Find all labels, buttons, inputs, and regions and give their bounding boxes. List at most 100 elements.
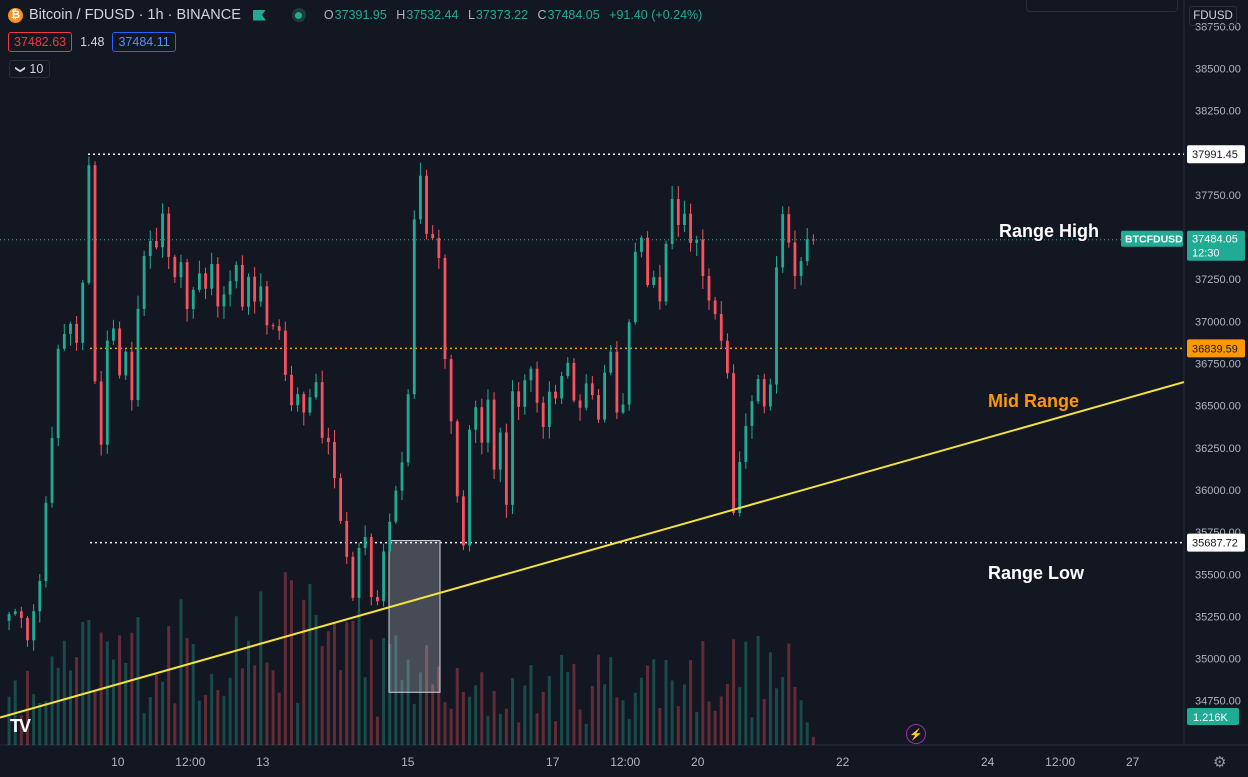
candle-body xyxy=(627,322,631,405)
volume-bar xyxy=(756,636,760,745)
volume-bar xyxy=(351,620,355,745)
currency-label[interactable]: FDUSD xyxy=(1189,6,1237,26)
candle-body xyxy=(707,276,711,301)
volume-bar xyxy=(689,660,693,745)
sell-price-button[interactable]: 37482.63 xyxy=(8,32,73,52)
close-key: C xyxy=(537,8,547,22)
volume-bar xyxy=(443,702,447,745)
candle-body xyxy=(339,478,343,521)
volume-bar xyxy=(345,622,349,745)
volume-bar xyxy=(204,695,208,745)
candle-body xyxy=(56,348,60,439)
volume-bar xyxy=(339,670,343,745)
symbol-tag-label: BTCFDUSD xyxy=(1125,234,1183,246)
level-price-tag xyxy=(1187,339,1245,358)
candle-body xyxy=(529,368,533,381)
indicators-toggle[interactable]: ❯ 10 xyxy=(9,60,51,78)
ascending-trendline xyxy=(0,381,1185,719)
candle-body xyxy=(603,372,607,420)
flag-icon[interactable] xyxy=(252,9,266,21)
candle-body xyxy=(658,277,662,302)
time-tick-label: 12:00 xyxy=(610,755,640,769)
settings-icon[interactable]: ⚙ xyxy=(1213,754,1227,771)
volume-bar xyxy=(578,709,582,745)
volume-bar xyxy=(142,712,146,745)
volume-tag xyxy=(1187,708,1239,725)
volume-bar xyxy=(136,616,140,745)
volume-bar xyxy=(793,686,797,745)
open-key: O xyxy=(323,8,334,22)
volume-bar xyxy=(719,696,723,745)
volume-bar xyxy=(179,599,183,745)
volume-bar xyxy=(228,677,232,745)
price-tick-label: 35000.00 xyxy=(1195,654,1241,666)
candle-body xyxy=(155,241,158,248)
volume-bar xyxy=(535,713,539,745)
buy-price-button[interactable]: 37484.11 xyxy=(112,32,176,52)
candle-body xyxy=(376,597,379,602)
tradingview-logo-icon[interactable]: TV xyxy=(10,716,31,736)
candle-body xyxy=(584,383,588,408)
candle-body xyxy=(112,328,115,341)
volume-bar xyxy=(111,659,115,745)
candle-body xyxy=(701,239,705,277)
volume-bar xyxy=(596,654,600,745)
candle-body xyxy=(13,611,17,615)
volume-bar xyxy=(805,722,809,745)
volume-bar xyxy=(210,673,214,745)
volume-bar xyxy=(738,687,742,745)
candle-body xyxy=(81,282,85,343)
chevron-icon: ❯ xyxy=(14,64,26,74)
symbol-title[interactable]: Bitcoin / FDUSD · 1h · BINANCE xyxy=(29,7,241,23)
replay-icon[interactable]: ⚡ xyxy=(906,724,926,744)
volume-bar xyxy=(154,674,158,745)
volume-bar xyxy=(768,652,772,745)
volume-bar xyxy=(732,639,736,745)
volume-bar xyxy=(19,715,23,745)
candle-body xyxy=(118,328,121,376)
volume-bar xyxy=(75,656,79,745)
candle-body xyxy=(468,429,471,546)
volume-bar xyxy=(308,583,312,745)
candle-body xyxy=(443,258,447,360)
volume-bar xyxy=(639,677,643,745)
candle-body xyxy=(554,391,557,399)
candle-body xyxy=(664,243,668,302)
time-tick-label: 20 xyxy=(691,755,705,769)
volume-bar xyxy=(480,672,484,745)
volume-bar xyxy=(302,599,306,745)
candle-body xyxy=(99,381,103,445)
volume-bar xyxy=(566,672,570,745)
volume-bar xyxy=(191,643,195,745)
top-toolbar-stub[interactable] xyxy=(1026,0,1178,12)
candle-body xyxy=(87,165,91,283)
volume-bar xyxy=(627,719,631,745)
volume-bar xyxy=(25,670,29,745)
volume-bar xyxy=(425,645,429,745)
candle-body xyxy=(689,213,692,243)
chart-header: ₿ Bitcoin / FDUSD · 1h · BINANCE O37391.… xyxy=(8,5,708,25)
candle-body xyxy=(302,394,306,413)
candle-body xyxy=(93,165,97,382)
candle-body xyxy=(265,286,269,326)
volume-bar xyxy=(93,691,97,745)
volume-bar xyxy=(621,700,625,745)
volume-bar xyxy=(38,702,42,745)
candle-body xyxy=(597,395,600,420)
volume-bar xyxy=(394,635,398,745)
candle-body xyxy=(732,373,735,513)
candle-body xyxy=(744,425,748,462)
time-tick-label: 12:00 xyxy=(1045,755,1075,769)
volume-bar xyxy=(271,670,275,745)
candle-body xyxy=(210,263,214,289)
volume-bar xyxy=(799,700,803,745)
candle-body xyxy=(511,391,514,505)
volume-bar xyxy=(492,691,496,745)
candle-body xyxy=(713,300,717,315)
candle-body xyxy=(173,256,177,278)
candle-body xyxy=(345,520,349,557)
candle-body xyxy=(271,325,275,327)
volume-bar xyxy=(62,640,66,745)
price-tick-label: 37000.00 xyxy=(1195,316,1241,328)
